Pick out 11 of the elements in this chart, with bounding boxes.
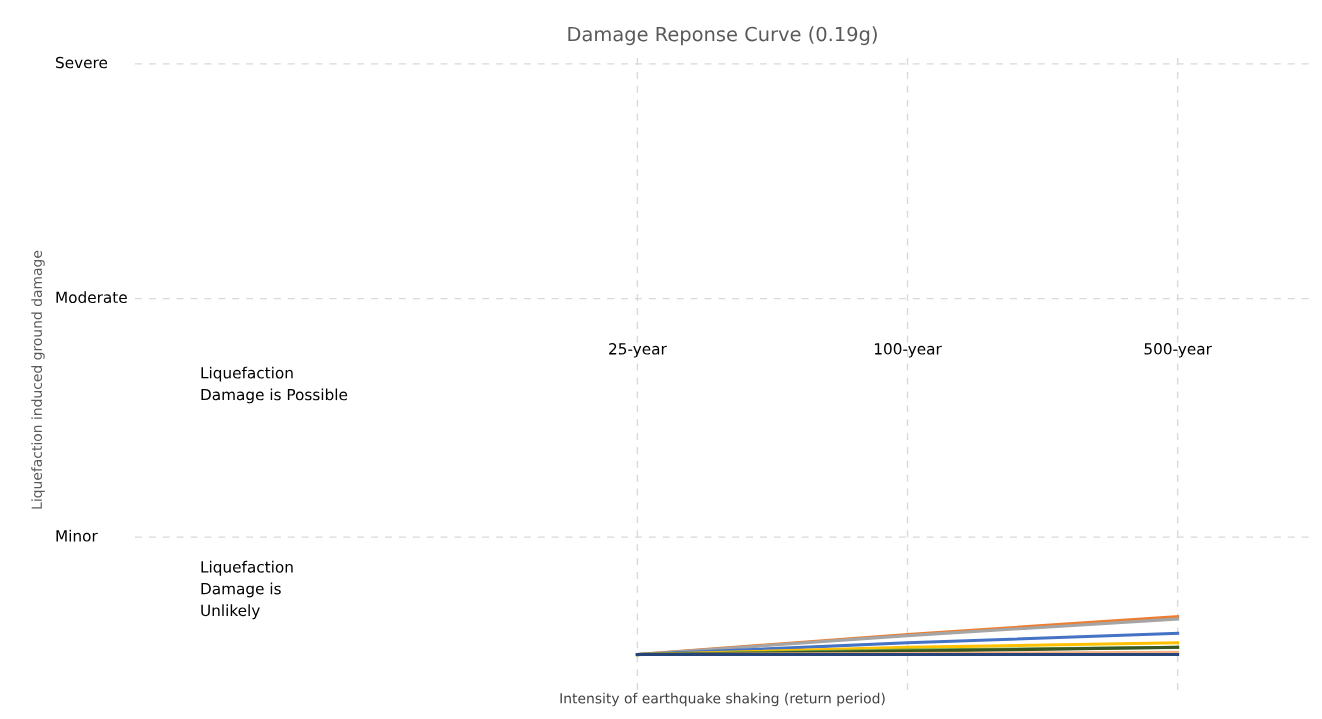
ref-line-label: Severe <box>56 56 108 69</box>
ref-line-label: Moderate <box>56 291 127 304</box>
x-axis-title: Intensity of earthquake shaking (return period) <box>560 692 885 707</box>
x-tick-label: 25-year <box>609 343 667 358</box>
text: Liquefaction Damage is Possible <box>201 366 348 404</box>
ref-line-label: Minor <box>56 529 98 542</box>
text: Liquefaction Damage is Unlikely <box>201 560 293 620</box>
x-tick-label: 100-year <box>874 343 942 358</box>
text: Liquefaction induced ground damage <box>31 250 45 509</box>
chart-title: Damage Reponse Curve (0.19g) <box>568 26 877 46</box>
x-tick-label: 500-year <box>1144 343 1212 358</box>
